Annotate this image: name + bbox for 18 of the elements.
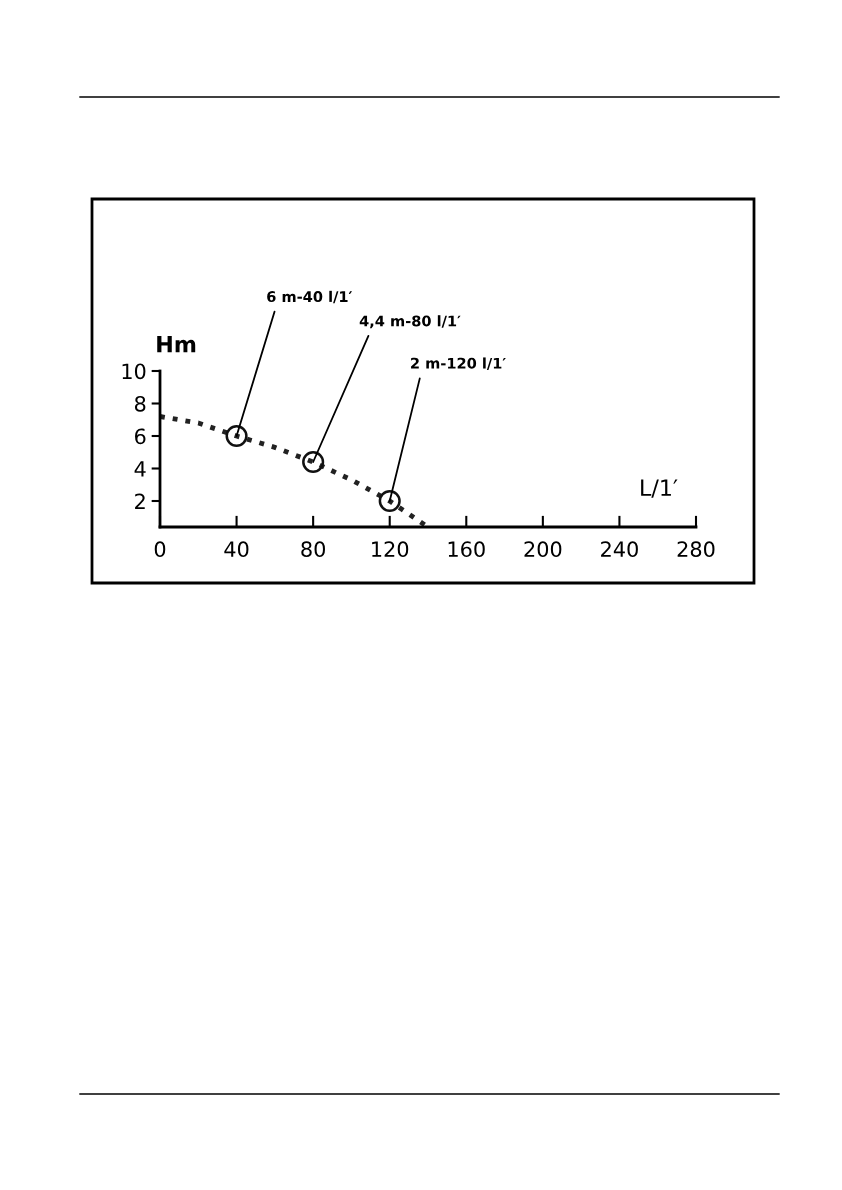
annotation: 2 m-120 l/1′ [411,357,506,370]
annotation: 6 m-40 l/1′ [267,290,353,304]
x-tick-label: 80 [301,541,326,558]
x-tick-label: 0 [154,541,166,558]
annotation: 4,4 m-80 l/1′ [359,315,461,329]
y-tick-label: 8 [134,395,146,412]
y-axis-title: Hm [157,336,196,353]
y-tick-label: 10 [122,363,146,380]
x-tick-label: 200 [524,541,562,558]
x-tick-label: 240 [601,541,638,558]
y-tick-label: 4 [134,461,146,477]
x-tick-label: 40 [224,541,249,558]
x-tick-label: 160 [448,541,485,558]
x-tick-label: 120 [372,541,409,558]
y-tick-label: 6 [135,428,146,445]
x-axis-title: L/1′ [641,479,678,498]
x-tick-label: 280 [677,541,715,558]
y-tick-label: 2 [135,493,145,509]
